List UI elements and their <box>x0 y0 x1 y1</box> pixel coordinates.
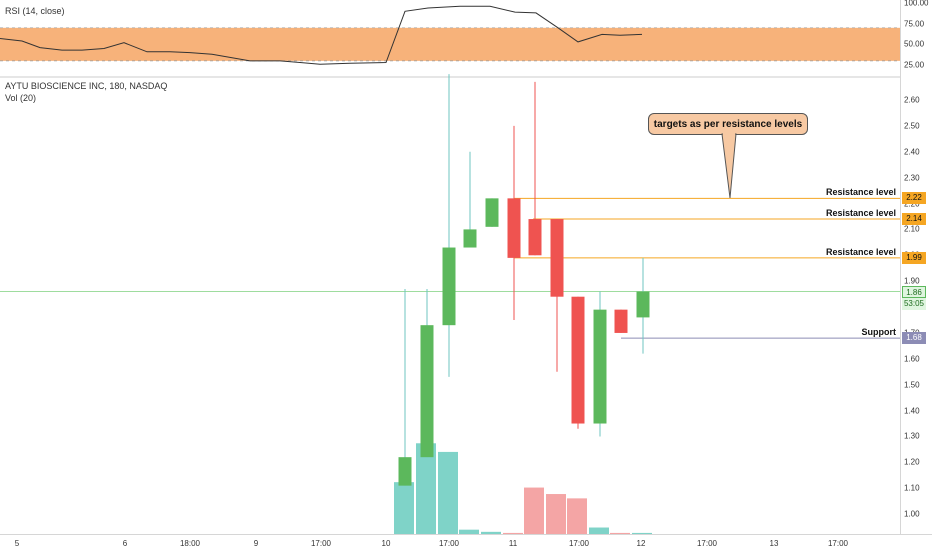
volume-bar <box>567 498 587 534</box>
rsi-tick-label: 50.00 <box>904 39 925 49</box>
rsi-title[interactable]: RSI (14, close) <box>5 6 65 16</box>
level-price-badge: 1.68 <box>902 332 926 345</box>
price-tick-label: 1.60 <box>904 354 920 364</box>
time-tick-label: 17:00 <box>310 539 332 548</box>
price-tick-label: 2.60 <box>904 95 920 105</box>
rsi-pane[interactable]: RSI (14, close) <box>0 0 932 77</box>
pane-divider[interactable] <box>0 76 932 78</box>
level-price-badge: 2.14 <box>902 213 926 226</box>
rsi-band <box>0 27 900 61</box>
main-price-pane[interactable]: AYTU BIOSCIENCE INC, 180, NASDAQ Vol (20… <box>0 74 932 534</box>
annotation-text: targets as per resistance levels <box>653 119 803 130</box>
price-tick-label: 2.40 <box>904 147 920 157</box>
volume-bar <box>546 494 566 534</box>
level-price-badge: 1.99 <box>902 251 926 264</box>
time-tick-label: 10 <box>381 539 391 548</box>
level-label: Resistance level <box>825 208 896 219</box>
price-axis[interactable] <box>900 0 932 534</box>
volume-bar <box>524 487 544 534</box>
time-tick-label: 9 <box>253 539 259 548</box>
symbol-title[interactable]: AYTU BIOSCIENCE INC, 180, NASDAQ <box>5 81 168 91</box>
candle-body <box>420 325 434 458</box>
candle-body <box>571 296 585 424</box>
volume-bar <box>438 451 458 534</box>
volume-bar <box>416 443 436 534</box>
time-tick-label: 17:00 <box>696 539 718 548</box>
candle-body <box>528 219 542 256</box>
price-tick-label: 1.00 <box>904 509 920 519</box>
candle-body <box>398 457 412 486</box>
volume-bar <box>632 532 652 534</box>
volume-bar <box>589 527 609 534</box>
annotation-callout[interactable]: targets as per resistance levels <box>648 113 808 135</box>
time-tick-label: 5 <box>14 539 20 548</box>
time-tick-label: 17:00 <box>568 539 590 548</box>
volume-bar <box>503 532 523 534</box>
price-tick-label: 2.30 <box>904 173 920 183</box>
time-tick-label: 17:00 <box>438 539 460 548</box>
volume-bar <box>610 532 630 534</box>
price-tick-label: 1.20 <box>904 457 920 467</box>
volume-title[interactable]: Vol (20) <box>5 93 37 103</box>
candle-body <box>593 309 607 424</box>
level-price-badge: 2.22 <box>902 192 926 205</box>
volume-bar <box>394 482 414 534</box>
price-tick-label: 1.40 <box>904 406 920 416</box>
level-label: Resistance level <box>825 187 896 198</box>
rsi-tick-label: 75.00 <box>904 19 925 29</box>
time-axis[interactable]: 5 6 18:00 9 17:00 10 17:00 11 17:00 12 17:00 13 17:0… <box>0 534 932 551</box>
current-price-badge: 1.86 <box>902 285 926 298</box>
time-tick-label: 18:00 <box>179 539 201 548</box>
time-tick-label: 11 <box>508 539 518 548</box>
candle-body <box>442 247 456 326</box>
price-chart <box>0 74 900 534</box>
rsi-tick-label: 25.00 <box>904 60 925 70</box>
rsi-line <box>0 5 643 65</box>
price-tick-label: 1.90 <box>904 276 920 286</box>
time-tick-label: 12 <box>636 539 646 548</box>
price-tick-label: 2.10 <box>904 224 920 234</box>
candle-body <box>507 198 521 258</box>
volume-bar <box>459 529 479 534</box>
level-label: Support <box>861 327 897 338</box>
candle-body <box>463 229 477 248</box>
volume-bar <box>481 531 501 534</box>
countdown-badge: 53:05 <box>902 297 926 310</box>
price-tick-label: 1.10 <box>904 483 920 493</box>
candle-body <box>636 291 650 318</box>
time-tick-label: 17:00 <box>827 539 849 548</box>
candle-body <box>614 309 628 333</box>
candle-body <box>550 219 564 297</box>
price-tick-label: 2.50 <box>904 121 920 131</box>
time-tick-label: 13 <box>769 539 779 548</box>
price-tick-label: 1.30 <box>904 431 920 441</box>
level-label: Resistance level <box>825 246 896 257</box>
rsi-chart <box>0 5 900 65</box>
price-tick-label: 1.50 <box>904 380 920 390</box>
candle-body <box>485 198 499 227</box>
time-tick-label: 6 <box>122 539 128 548</box>
rsi-tick-label: 100.00 <box>904 0 929 8</box>
